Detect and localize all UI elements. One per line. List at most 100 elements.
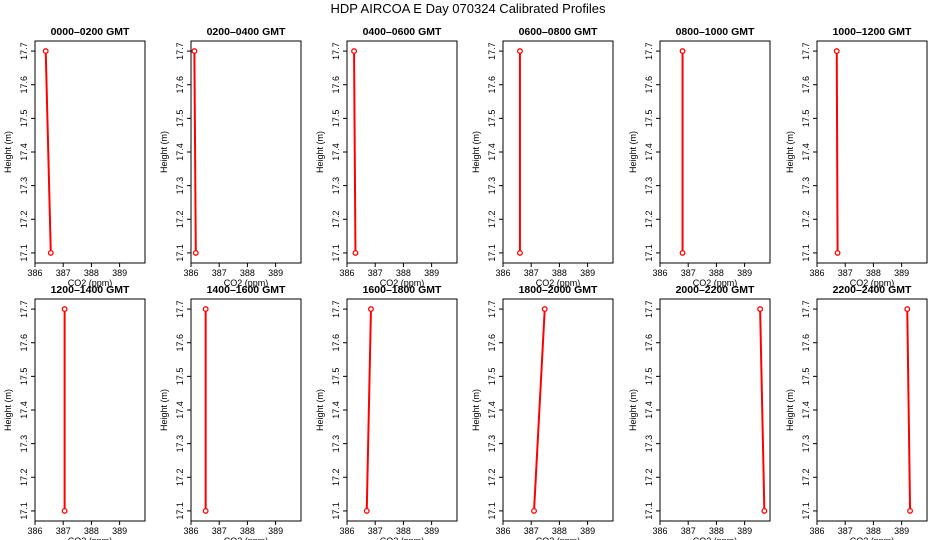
- y-tick-label: 17.1: [487, 502, 497, 520]
- data-point: [192, 249, 199, 256]
- data-point: [761, 507, 768, 514]
- y-tick-label: 17.1: [331, 244, 341, 262]
- plot-frame: [502, 298, 614, 522]
- y-tick-label: 17.2: [175, 211, 185, 229]
- data-point: [907, 507, 914, 514]
- y-tick-label: 17.7: [19, 300, 29, 318]
- data-point: [834, 249, 841, 256]
- y-tick-label: 17.2: [644, 469, 654, 487]
- x-tick-label: 388: [552, 268, 567, 278]
- y-tick-label: 17.6: [331, 334, 341, 352]
- y-tick-label: 17.4: [644, 401, 654, 419]
- panel-title: 0000–0200 GMT: [51, 26, 130, 38]
- x-tick-label: 389: [894, 268, 909, 278]
- x-tick-label: 388: [552, 526, 567, 536]
- x-tick-label: 389: [424, 526, 439, 536]
- y-tick-label: 17.3: [331, 435, 341, 453]
- x-tick-label: 386: [27, 526, 42, 536]
- y-tick-label: 17.6: [19, 334, 29, 352]
- plot-frame: [346, 298, 458, 522]
- y-tick-label: 17.1: [19, 244, 29, 262]
- x-tick-label: 386: [809, 268, 824, 278]
- y-tick-label: 17.3: [19, 435, 29, 453]
- y-axis-label: Height (m): [159, 389, 169, 431]
- x-tick-label: 386: [339, 268, 354, 278]
- x-tick-label: 388: [866, 268, 881, 278]
- profile-line: [533, 309, 546, 511]
- y-tick-label: 17.1: [644, 244, 654, 262]
- y-tick-label: 17.4: [487, 143, 497, 161]
- panel-title: 2200–2400 GMT: [833, 284, 912, 296]
- x-axis-label: CO2 (ppm): [68, 278, 113, 288]
- x-tick-label: 386: [339, 526, 354, 536]
- panel-title: 0600–0800 GMT: [519, 26, 598, 38]
- profile-line: [906, 309, 912, 511]
- x-tick-label: 389: [268, 268, 283, 278]
- y-tick-label: 17.2: [487, 469, 497, 487]
- profile-line: [365, 309, 372, 511]
- y-tick-label: 17.6: [19, 76, 29, 94]
- x-tick-label: 387: [838, 268, 853, 278]
- y-tick-label: 17.5: [644, 110, 654, 128]
- y-tick-label: 17.3: [175, 177, 185, 195]
- y-tick-label: 17.4: [175, 401, 185, 419]
- y-tick-label: 17.7: [175, 42, 185, 60]
- x-axis-label: CO2 (ppm): [536, 278, 581, 288]
- y-tick-label: 17.2: [331, 469, 341, 487]
- x-axis-label: CO2 (ppm): [693, 536, 738, 540]
- panel-title: 1200–1400 GMT: [51, 284, 130, 296]
- y-tick-label: 17.7: [487, 42, 497, 60]
- x-tick-label: 388: [84, 268, 99, 278]
- y-tick-label: 17.7: [801, 42, 811, 60]
- y-tick-label: 17.7: [644, 300, 654, 318]
- y-tick-label: 17.6: [175, 334, 185, 352]
- y-tick-label: 17.5: [487, 368, 497, 386]
- x-tick-label: 387: [368, 268, 383, 278]
- y-tick-label: 17.1: [19, 502, 29, 520]
- data-point: [679, 249, 686, 256]
- y-tick-label: 17.2: [175, 469, 185, 487]
- y-axis-label: Height (m): [785, 131, 795, 173]
- y-tick-label: 17.6: [801, 334, 811, 352]
- y-tick-label: 17.6: [487, 334, 497, 352]
- y-tick-label: 17.3: [801, 177, 811, 195]
- plot-frame: [659, 298, 771, 522]
- x-axis-label: CO2 (ppm): [850, 536, 895, 540]
- data-point: [351, 48, 358, 55]
- panel-title: 1400–1600 GMT: [207, 284, 286, 296]
- y-tick-label: 17.1: [801, 244, 811, 262]
- x-axis-label: CO2 (ppm): [536, 536, 581, 540]
- y-tick-label: 17.4: [175, 143, 185, 161]
- y-tick-label: 17.3: [801, 435, 811, 453]
- x-axis-label: CO2 (ppm): [380, 536, 425, 540]
- data-point: [833, 48, 840, 55]
- y-tick-label: 17.5: [175, 368, 185, 386]
- data-point: [757, 306, 764, 313]
- y-tick-label: 17.5: [331, 368, 341, 386]
- panel-title: 0200–0400 GMT: [207, 26, 286, 38]
- panel-title: 0800–1000 GMT: [676, 26, 755, 38]
- data-point: [363, 507, 370, 514]
- y-tick-label: 17.5: [487, 110, 497, 128]
- x-tick-label: 386: [495, 268, 510, 278]
- y-axis-label: Height (m): [3, 131, 13, 173]
- x-tick-label: 387: [838, 526, 853, 536]
- x-tick-label: 387: [56, 268, 71, 278]
- y-tick-label: 17.2: [331, 211, 341, 229]
- y-tick-label: 17.7: [175, 300, 185, 318]
- y-tick-label: 17.4: [801, 143, 811, 161]
- x-axis-label: CO2 (ppm): [693, 278, 738, 288]
- y-tick-label: 17.6: [801, 76, 811, 94]
- x-tick-label: 389: [580, 268, 595, 278]
- y-tick-label: 17.1: [644, 502, 654, 520]
